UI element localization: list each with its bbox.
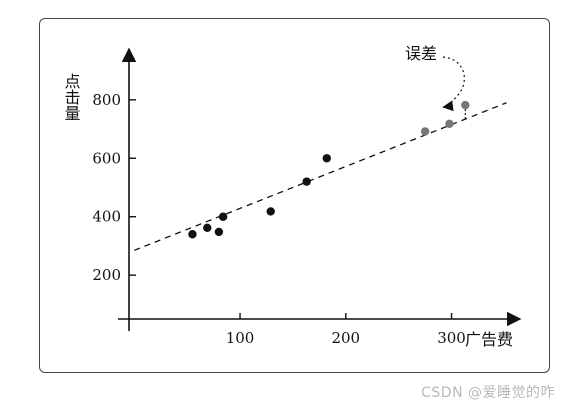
annotation-label: 误差 — [405, 44, 437, 63]
fit-line — [134, 102, 507, 251]
watermark-text: CSDN @爱睡觉的咋 — [421, 385, 555, 401]
chart-frame: 100 200 300 200 400 600 800 误差 广告费 点击量 — [39, 18, 550, 373]
x-tick-label: 300 — [437, 329, 466, 347]
y-tick-label: 400 — [92, 208, 121, 226]
annotation-group: 误差 — [405, 44, 465, 112]
y-tick-label: 800 — [92, 91, 121, 109]
y-axis-title: 点击量 — [62, 73, 81, 121]
data-point — [322, 154, 331, 163]
y-tick-label: 200 — [92, 266, 121, 284]
ticks: 100 200 300 200 400 600 800 — [92, 91, 466, 347]
data-point — [218, 212, 228, 221]
scatter-chart: 100 200 300 200 400 600 800 误差 广告费 点击量 — [62, 44, 522, 349]
axes — [118, 47, 522, 331]
error-point — [420, 127, 430, 136]
axis-titles: 广告费 点击量 — [62, 73, 514, 349]
data-point — [266, 207, 275, 216]
fit-line-group — [134, 102, 507, 251]
error-point — [461, 100, 470, 110]
y-tick-label: 600 — [92, 149, 121, 167]
data-point — [214, 227, 224, 237]
x-tick-label: 100 — [226, 329, 255, 347]
data-point — [188, 230, 197, 239]
error-point — [445, 119, 454, 128]
data-point — [302, 177, 311, 186]
data-points — [188, 100, 470, 239]
data-point — [203, 223, 212, 233]
x-axis-title: 广告费 — [465, 330, 513, 349]
x-tick-label: 200 — [331, 329, 360, 347]
residuals — [424, 105, 466, 136]
annotation-arrow — [442, 56, 465, 112]
